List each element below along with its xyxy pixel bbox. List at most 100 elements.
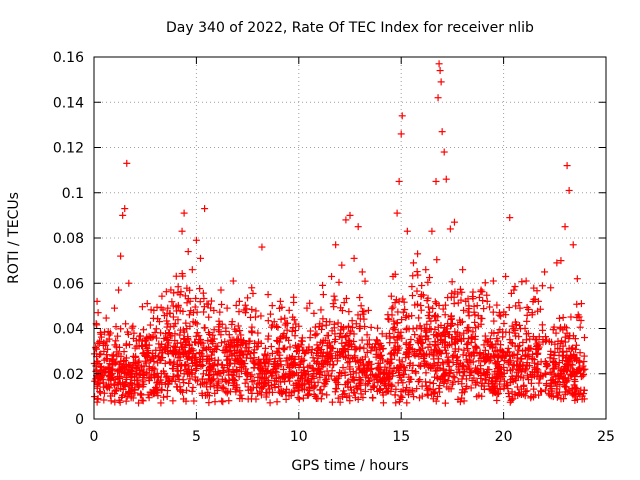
data-point: [340, 299, 348, 307]
data-point: [483, 291, 491, 299]
data-point: [427, 317, 435, 325]
data-point: [254, 329, 262, 337]
data-point: [338, 261, 346, 269]
data-point: [440, 148, 448, 156]
grid-lines: [94, 57, 606, 419]
data-point: [348, 317, 356, 325]
data-point: [244, 294, 252, 302]
data-point: [126, 341, 134, 349]
data-point: [460, 367, 468, 375]
data-point: [517, 373, 525, 381]
data-point: [258, 243, 266, 251]
data-point: [527, 379, 535, 387]
data-point: [205, 313, 213, 321]
data-point: [547, 284, 555, 292]
data-point: [271, 384, 279, 392]
data-point: [493, 396, 501, 404]
data-point: [150, 306, 158, 314]
data-point: [95, 360, 103, 368]
data-point: [108, 389, 116, 397]
data-point: [248, 284, 256, 292]
data-point: [164, 304, 172, 312]
data-point: [112, 358, 120, 366]
data-point: [200, 324, 208, 332]
data-point: [345, 308, 353, 316]
data-point: [222, 324, 230, 332]
data-point: [450, 218, 458, 226]
data-point: [464, 295, 472, 303]
data-point: [191, 303, 199, 311]
data-point: [426, 308, 434, 316]
data-point: [330, 320, 338, 328]
data-point: [507, 396, 515, 404]
data-point: [441, 346, 449, 354]
data-point: [219, 398, 227, 406]
data-point: [183, 299, 191, 307]
data-point: [359, 394, 367, 402]
data-point: [391, 270, 399, 278]
data-point: [244, 395, 252, 403]
data-point: [563, 162, 571, 170]
data-point: [507, 339, 515, 347]
data-point: [114, 332, 122, 340]
data-point: [439, 305, 447, 313]
data-point: [396, 373, 404, 381]
data-point: [319, 291, 327, 299]
data-point: [408, 292, 416, 300]
data-point: [152, 325, 160, 333]
data-point: [523, 311, 531, 319]
data-point: [178, 227, 186, 235]
data-point: [143, 300, 151, 308]
data-point: [201, 205, 209, 213]
data-point: [416, 394, 424, 402]
data-point: [544, 362, 552, 370]
data-point: [323, 391, 331, 399]
data-point: [497, 312, 505, 320]
data-point: [214, 342, 222, 350]
data-point: [358, 268, 366, 276]
data-point: [576, 349, 584, 357]
data-point: [511, 283, 519, 291]
data-point: [207, 351, 215, 359]
data-point: [557, 257, 565, 265]
data-point: [414, 250, 422, 258]
data-point: [426, 340, 434, 348]
data-point: [354, 363, 362, 371]
data-point: [522, 330, 530, 338]
data-point: [363, 331, 371, 339]
data-point: [214, 360, 222, 368]
data-point: [154, 392, 162, 400]
data-point: [398, 112, 406, 120]
data-point: [374, 324, 382, 332]
data-point: [412, 369, 420, 377]
data-point: [246, 372, 254, 380]
data-point: [535, 379, 543, 387]
data-point: [200, 308, 208, 316]
data-point: [429, 379, 437, 387]
data-point: [546, 354, 554, 362]
data-point: [354, 223, 362, 231]
data-point: [468, 377, 476, 385]
data-point: [264, 291, 272, 299]
data-point: [242, 354, 250, 362]
data-point: [434, 393, 442, 401]
data-point: [265, 332, 273, 340]
data-point: [387, 387, 395, 395]
data-point: [418, 282, 426, 290]
data-point: [397, 130, 405, 138]
data-point: [219, 346, 227, 354]
data-point: [565, 186, 573, 194]
data-point: [519, 338, 527, 346]
data-point: [117, 325, 125, 333]
data-point: [538, 282, 546, 290]
data-point: [458, 318, 466, 326]
data-point: [435, 60, 443, 68]
data-point: [361, 353, 369, 361]
data-point: [379, 399, 387, 407]
data-point: [422, 369, 430, 377]
data-point: [444, 320, 452, 328]
data-point: [154, 359, 162, 367]
data-point: [241, 379, 249, 387]
data-point: [422, 266, 430, 274]
data-point: [122, 320, 130, 328]
